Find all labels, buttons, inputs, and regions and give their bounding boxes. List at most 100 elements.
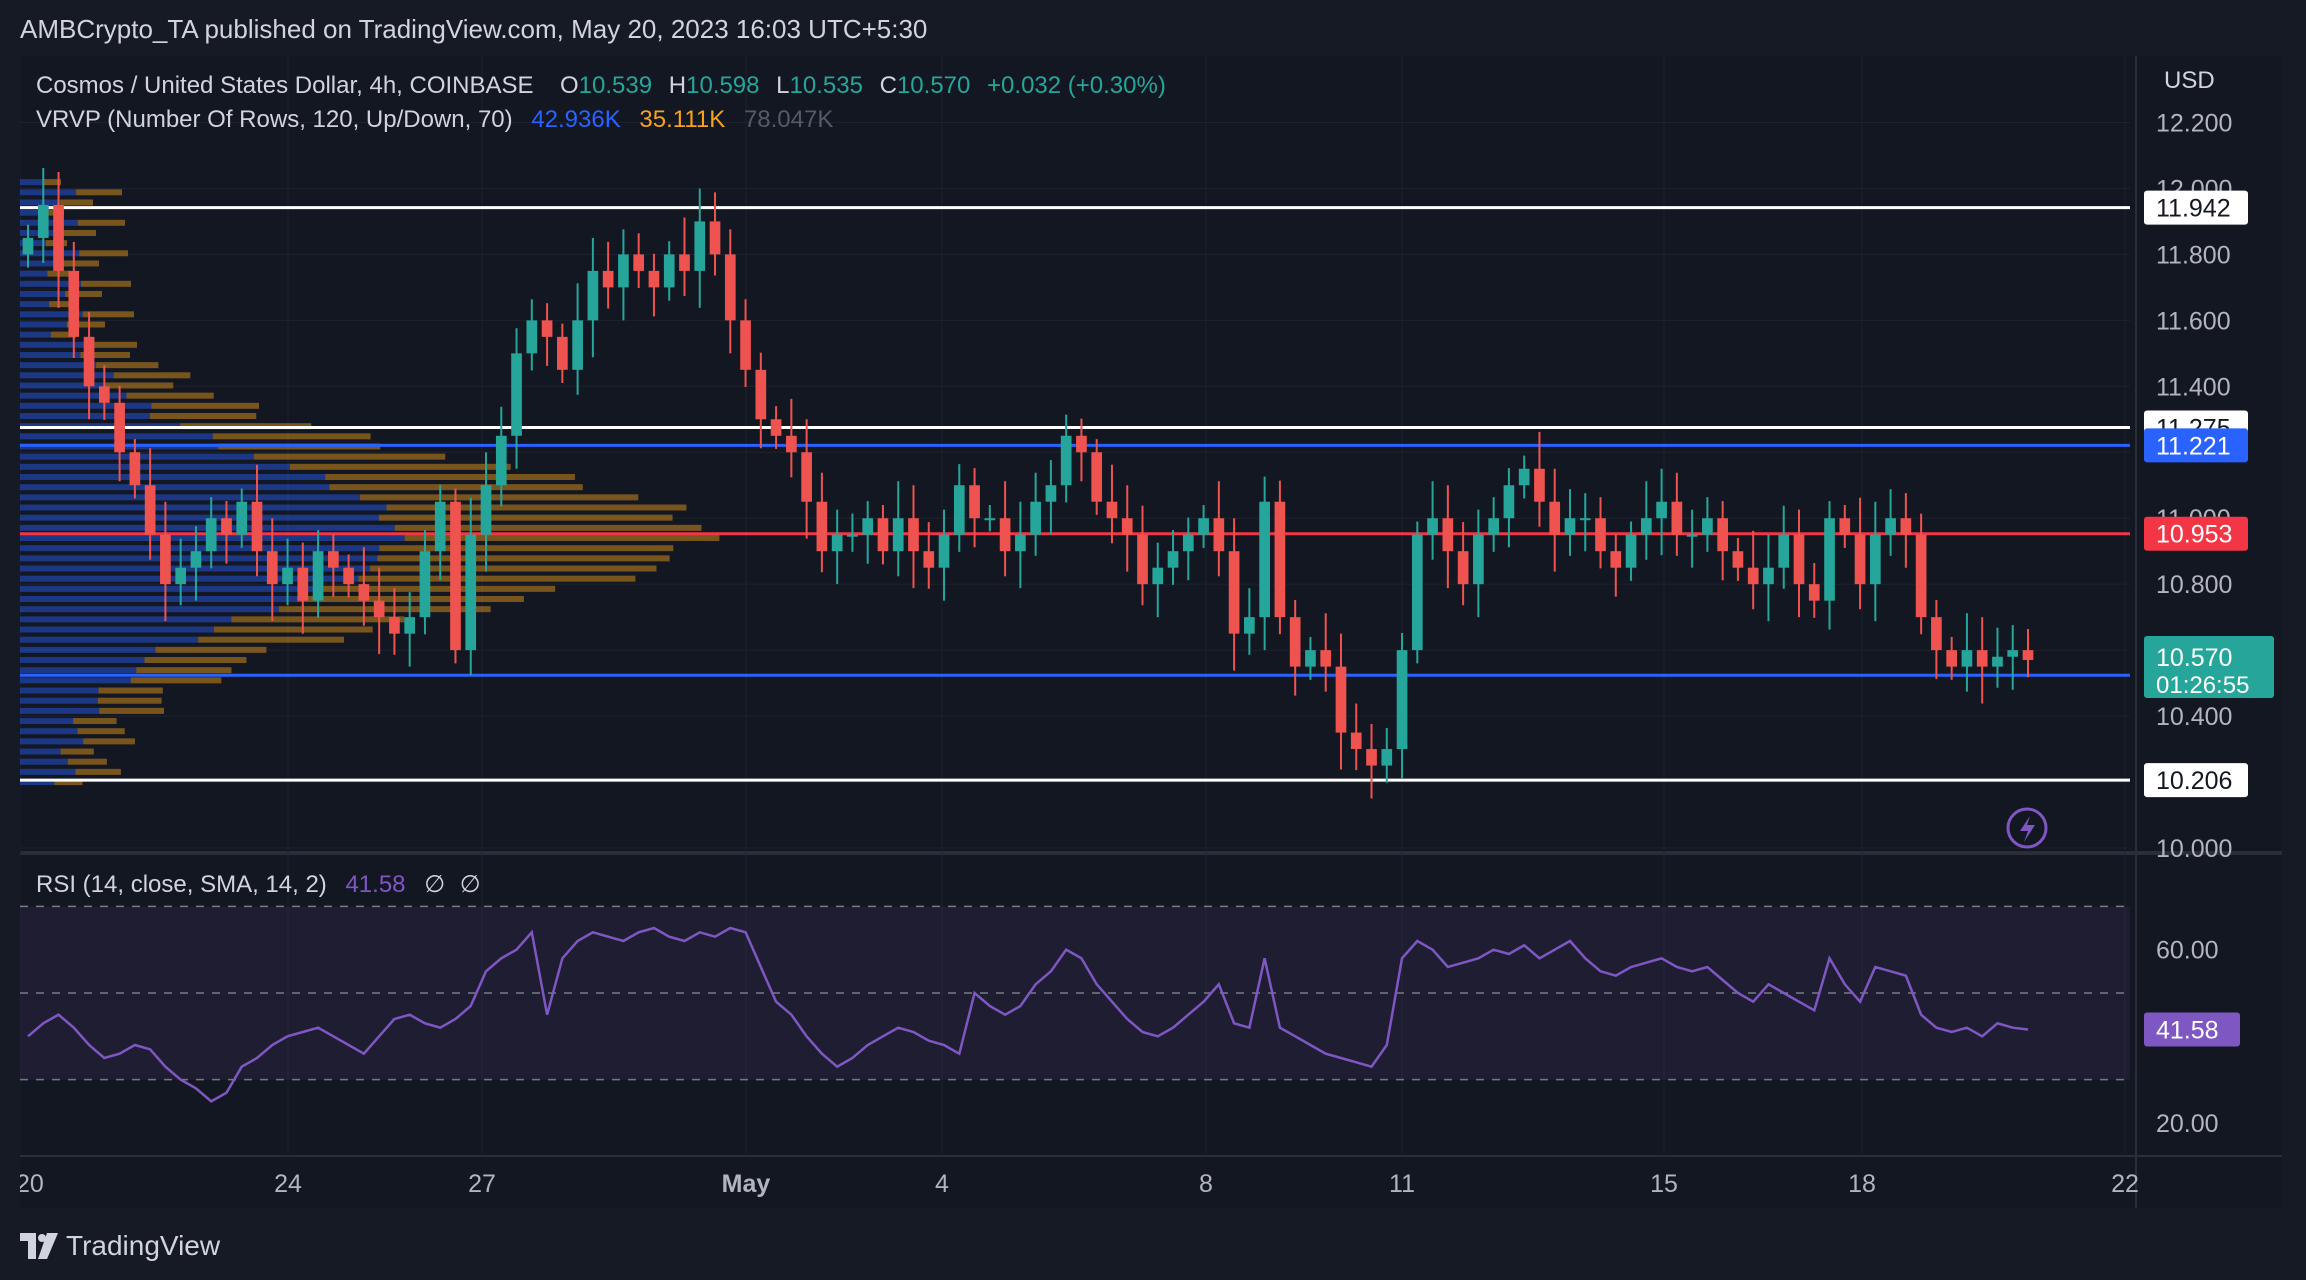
price-axis[interactable]: USD10.00010.20010.40010.60010.80011.0001…	[2144, 67, 2274, 1138]
rsi-value-bg	[2144, 1012, 2240, 1047]
candle-body	[541, 320, 553, 337]
last-price-countdown: 01:26:55	[2156, 672, 2249, 699]
time-tick-label: May	[722, 1170, 771, 1198]
volume-profile-up-bar	[20, 290, 66, 297]
candle-body	[1152, 567, 1164, 585]
candle-body	[1381, 749, 1393, 766]
candle-body	[404, 617, 416, 634]
candle-body	[755, 369, 767, 420]
candle-body	[236, 501, 248, 535]
candle-body	[83, 336, 95, 387]
candle-body	[1549, 501, 1561, 535]
volume-profile-down-bar	[50, 331, 76, 338]
volume-profile-down-bar	[104, 382, 174, 389]
price-tick-label: 11.400	[2156, 373, 2231, 401]
volume-profile-down-bar	[126, 392, 214, 399]
candle-body	[557, 336, 568, 370]
candle-body	[1106, 501, 1118, 519]
volume-profile-up-bar	[20, 199, 61, 206]
volume-profile-up-bar	[20, 768, 76, 775]
volume-profile-up-bar	[20, 677, 131, 684]
time-tick-label: 8	[1199, 1170, 1213, 1198]
volume-profile-down-bar	[49, 301, 73, 308]
candle-body	[1427, 518, 1438, 535]
chart-frame[interactable]: USD10.00010.20010.40010.60010.80011.0001…	[16, 56, 2282, 1208]
volume-profile-up-bar	[20, 514, 379, 521]
candle-body	[1671, 501, 1683, 535]
candle-body	[328, 551, 339, 568]
candle-body	[679, 254, 690, 271]
candle-body	[389, 617, 400, 634]
candle-body	[587, 270, 599, 321]
candle-body	[724, 254, 736, 321]
volume-profile-down-bar	[212, 433, 371, 440]
volume-profile-down-bar	[151, 402, 259, 409]
publish-header: AMBCrypto_TA published on TradingView.co…	[0, 0, 2306, 56]
chart-svg[interactable]: USD10.00010.20010.40010.60010.80011.0001…	[16, 56, 2282, 1208]
candle-body	[1885, 518, 1896, 535]
tradingview-logo-icon	[20, 1233, 58, 1259]
volume-profile-down-bar	[82, 311, 134, 318]
candle-body	[1488, 518, 1499, 535]
volume-profile-up-bar	[20, 667, 137, 674]
candle-body	[144, 485, 156, 535]
volume-profile-up-bar	[20, 280, 82, 287]
price-tick-label: 11.800	[2156, 241, 2231, 269]
footer: TradingView	[0, 1210, 2306, 1280]
volume-profile-down-bar	[130, 677, 222, 684]
volume-profile-up-bar	[20, 392, 127, 399]
volume-profile-down-bar	[77, 728, 125, 735]
volume-profile-down-bar	[136, 667, 232, 674]
volume-profile-up-bar	[20, 616, 232, 623]
tradingview-brand[interactable]: TradingView	[20, 1230, 220, 1262]
candle-body	[1121, 518, 1133, 535]
time-axis[interactable]: 20 24 27 May 4 8 11 15 18 22	[16, 1170, 2139, 1198]
volume-profile-down-bar	[99, 707, 164, 714]
candle-body	[1076, 435, 1087, 453]
volume-profile-down-bar	[42, 179, 61, 186]
price-label-bg	[2144, 428, 2248, 463]
price-tick-label: 11.600	[2156, 307, 2231, 335]
volume-profile-down-bar	[278, 606, 491, 613]
candle-body	[1198, 518, 1209, 535]
volume-profile-up-bar	[20, 331, 51, 338]
candle-body	[1564, 518, 1576, 535]
rsi-pane	[20, 905, 2130, 1103]
volume-profile-down-bar	[360, 494, 639, 501]
candle-body	[221, 518, 232, 535]
candles	[22, 167, 2034, 799]
legend-symbol: Cosmos / United States Dollar, 4h, COINB…	[36, 72, 534, 99]
candle-body	[923, 551, 935, 568]
candle-body	[1228, 551, 1240, 634]
candle-body	[373, 600, 385, 618]
candle-body	[297, 567, 309, 601]
candle-body	[312, 551, 324, 601]
candle-body	[2007, 650, 2019, 657]
candle-body	[892, 518, 904, 552]
candle-body	[770, 419, 782, 436]
candle-body	[1274, 501, 1286, 618]
candle-body	[1335, 666, 1347, 733]
time-tick-label: 20	[20, 1170, 44, 1198]
rsi-band-fill	[20, 906, 2130, 1080]
volume-profile-down-bar	[75, 768, 121, 775]
candle-body	[343, 567, 354, 585]
candle-body	[1824, 518, 1835, 601]
candle-body	[1656, 501, 1667, 519]
lightning-icon[interactable]	[2006, 807, 2048, 849]
candle-body	[1686, 534, 1698, 537]
horizontal-lines[interactable]	[20, 206, 2130, 782]
volume-profile-down-bar	[378, 514, 673, 521]
volume-profile-down-bar	[404, 535, 720, 542]
volume-profile-up-bar	[20, 687, 99, 694]
candle-body	[2022, 650, 2034, 661]
time-tick-label: 11	[1389, 1170, 1415, 1198]
volume-profile-up-bar	[20, 260, 64, 267]
candle-body	[801, 452, 812, 502]
volume-profile-up-bar	[20, 758, 68, 765]
candle-body	[1610, 551, 1622, 568]
candle-body	[358, 584, 370, 601]
candle-body	[602, 270, 614, 288]
candle-body	[1625, 534, 1637, 568]
candle-body	[434, 501, 446, 552]
